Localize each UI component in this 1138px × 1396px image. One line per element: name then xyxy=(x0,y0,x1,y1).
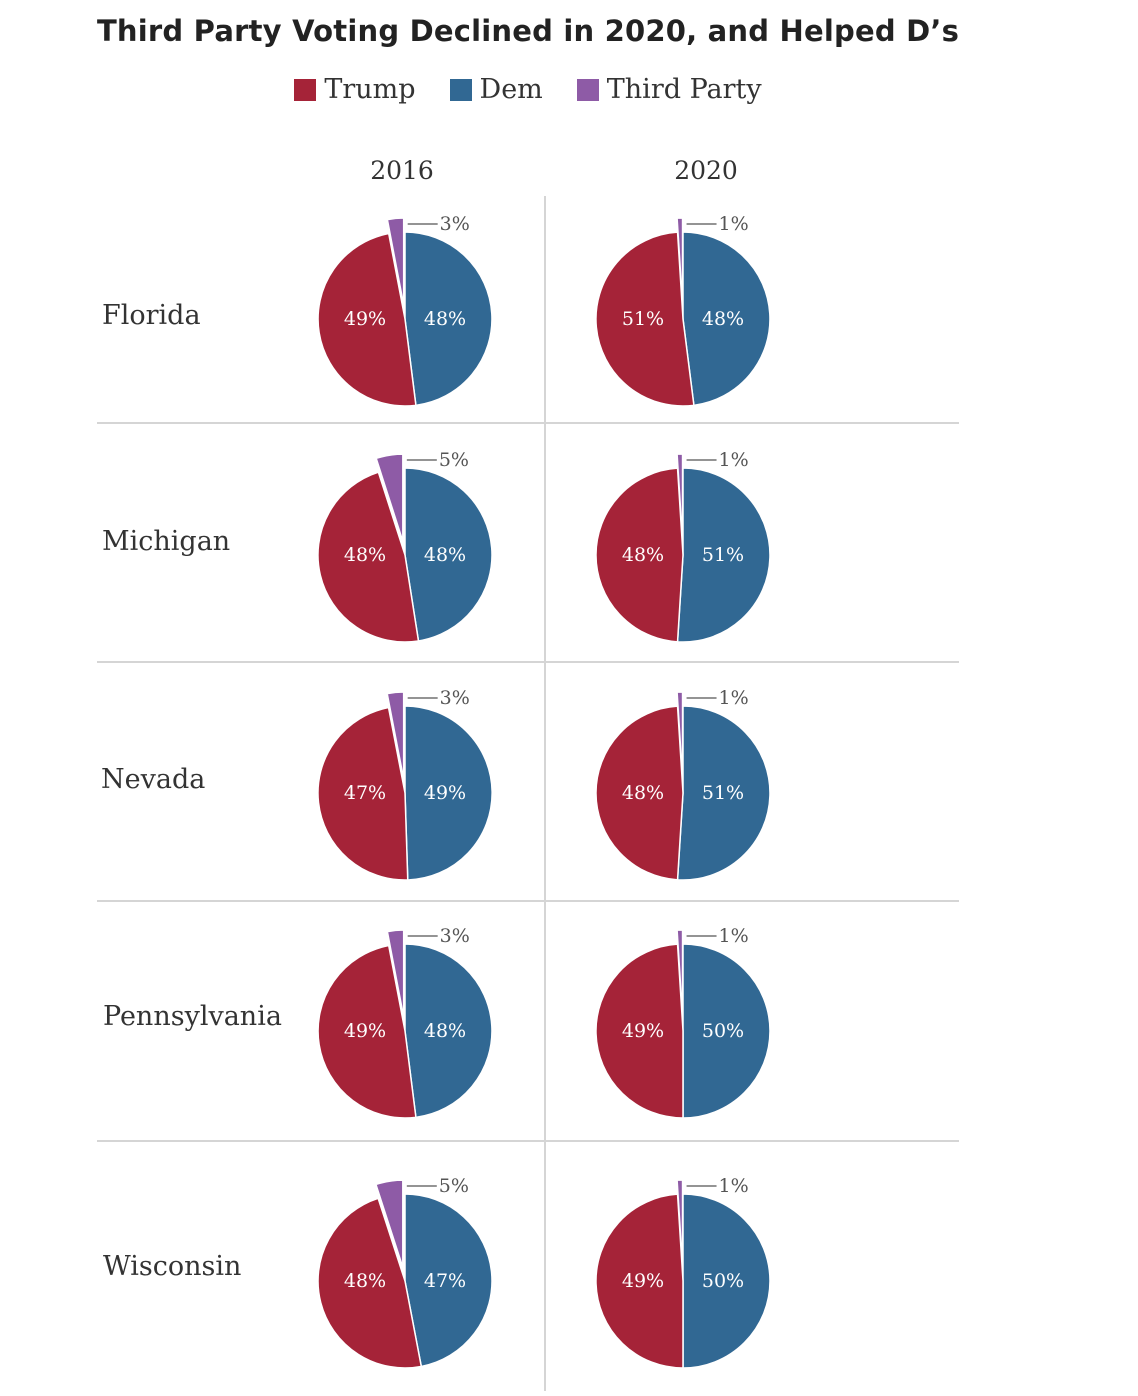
label-dem-michigan-2016: 48% xyxy=(424,544,466,566)
pie-florida-2020: 1% 51% 48% xyxy=(595,213,771,407)
slice-dem-nevada-2020 xyxy=(676,705,771,881)
slice-trump-wisconsin-2016 xyxy=(317,1197,423,1369)
column-divider xyxy=(544,196,546,1391)
label-dem-michigan-2020: 51% xyxy=(702,544,744,566)
legend-label-third-party: Third Party xyxy=(606,74,762,105)
label-third-party-michigan-2020: 1% xyxy=(719,449,749,471)
legend-swatch-trump xyxy=(294,78,317,101)
label-third-party-pennsylvania-2020: 1% xyxy=(719,925,749,947)
label-trump-pennsylvania-2020: 49% xyxy=(622,1020,664,1042)
state-label-florida: Florida xyxy=(102,300,201,331)
label-dem-pennsylvania-2016: 48% xyxy=(424,1020,466,1042)
label-trump-michigan-2020: 48% xyxy=(622,544,664,566)
pie-nevada-2016: 3% 47% 49% xyxy=(317,687,493,881)
label-trump-michigan-2016: 48% xyxy=(344,544,386,566)
slice-trump-michigan-2020 xyxy=(595,467,684,643)
slice-dem-florida-2016 xyxy=(404,231,493,407)
slice-third-party-nevada-2020 xyxy=(676,691,684,780)
pie-wisconsin-2020: 1% 49% 50% xyxy=(595,1175,771,1369)
legend-item-trump: Trump xyxy=(294,74,416,105)
legend-item-third-party: Third Party xyxy=(576,74,762,105)
slice-third-party-nevada-2016 xyxy=(386,691,405,780)
slice-dem-pennsylvania-2020 xyxy=(682,943,771,1119)
slice-trump-nevada-2020 xyxy=(595,705,684,881)
slice-trump-nevada-2016 xyxy=(317,706,409,881)
column-header-2016: 2016 xyxy=(370,156,434,185)
label-dem-wisconsin-2016: 47% xyxy=(424,1270,466,1292)
slice-dem-michigan-2020 xyxy=(676,467,771,643)
label-third-party-nevada-2016: 3% xyxy=(440,687,470,709)
slice-third-party-pennsylvania-2020 xyxy=(676,929,684,1018)
legend-swatch-third-party xyxy=(576,78,599,101)
chart-title: Third Party Voting Declined in 2020, and… xyxy=(96,14,960,48)
state-label-michigan: Michigan xyxy=(102,526,231,557)
pie-michigan-2020: 1% 48% 51% xyxy=(595,449,771,643)
column-header-2020: 2020 xyxy=(674,156,738,185)
slice-dem-nevada-2016 xyxy=(404,705,493,881)
label-dem-wisconsin-2020: 50% xyxy=(702,1270,744,1292)
row-divider xyxy=(97,422,959,424)
pie-florida-2016: 3% 49% 48% xyxy=(317,213,493,407)
row-divider xyxy=(97,1140,959,1142)
label-third-party-wisconsin-2016: 5% xyxy=(439,1175,469,1197)
label-trump-pennsylvania-2016: 49% xyxy=(344,1020,386,1042)
label-dem-nevada-2020: 51% xyxy=(702,782,744,804)
slice-trump-pennsylvania-2016 xyxy=(317,944,417,1119)
slice-trump-michigan-2016 xyxy=(317,471,420,643)
state-label-wisconsin: Wisconsin xyxy=(103,1251,242,1282)
pie-nevada-2020: 1% 48% 51% xyxy=(595,687,771,881)
row-divider xyxy=(97,900,959,902)
label-third-party-michigan-2016: 5% xyxy=(439,449,469,471)
label-trump-nevada-2020: 48% xyxy=(622,782,664,804)
slice-third-party-wisconsin-2016 xyxy=(374,1179,404,1268)
slice-trump-wisconsin-2020 xyxy=(595,1193,684,1369)
label-dem-pennsylvania-2020: 50% xyxy=(702,1020,744,1042)
legend-item-dem: Dem xyxy=(449,74,543,105)
slice-third-party-florida-2020 xyxy=(676,217,684,306)
label-trump-wisconsin-2020: 49% xyxy=(622,1270,664,1292)
label-trump-nevada-2016: 47% xyxy=(344,782,386,804)
label-dem-florida-2016: 48% xyxy=(424,308,466,330)
label-dem-nevada-2016: 49% xyxy=(424,782,466,804)
label-trump-florida-2016: 49% xyxy=(344,308,386,330)
slice-third-party-michigan-2020 xyxy=(676,453,684,542)
slice-dem-michigan-2016 xyxy=(404,467,493,642)
label-third-party-nevada-2020: 1% xyxy=(719,687,749,709)
label-trump-wisconsin-2016: 48% xyxy=(344,1270,386,1292)
slice-dem-wisconsin-2020 xyxy=(682,1193,771,1369)
slice-dem-wisconsin-2016 xyxy=(404,1193,493,1368)
pie-pennsylvania-2020: 1% 49% 50% xyxy=(595,925,771,1119)
slice-trump-pennsylvania-2020 xyxy=(595,943,684,1119)
row-divider xyxy=(97,661,959,663)
pie-pennsylvania-2016: 3% 49% 48% xyxy=(317,925,493,1119)
legend-label-trump: Trump xyxy=(324,74,416,105)
slice-trump-florida-2016 xyxy=(317,232,417,407)
label-trump-florida-2020: 51% xyxy=(622,308,664,330)
slice-third-party-michigan-2016 xyxy=(375,453,404,542)
label-dem-florida-2020: 48% xyxy=(702,308,744,330)
label-third-party-pennsylvania-2016: 3% xyxy=(440,925,470,947)
slice-third-party-wisconsin-2020 xyxy=(676,1179,684,1268)
legend-swatch-dem xyxy=(449,78,472,101)
pie-michigan-2016: 5% 48% 48% xyxy=(317,449,493,643)
legend: Trump Dem Third Party xyxy=(0,74,1056,105)
label-third-party-florida-2020: 1% xyxy=(719,213,749,235)
slice-dem-pennsylvania-2016 xyxy=(404,943,493,1119)
pie-wisconsin-2016: 5% 48% 47% xyxy=(317,1175,493,1369)
slice-dem-florida-2020 xyxy=(682,231,771,407)
slice-third-party-pennsylvania-2016 xyxy=(386,929,405,1018)
legend-label-dem: Dem xyxy=(479,74,543,105)
slice-third-party-florida-2016 xyxy=(386,217,405,306)
label-third-party-wisconsin-2020: 1% xyxy=(719,1175,749,1197)
slice-trump-florida-2020 xyxy=(595,231,695,407)
state-label-nevada: Nevada xyxy=(101,764,206,795)
label-third-party-florida-2016: 3% xyxy=(440,213,470,235)
state-label-pennsylvania: Pennsylvania xyxy=(103,1001,282,1032)
